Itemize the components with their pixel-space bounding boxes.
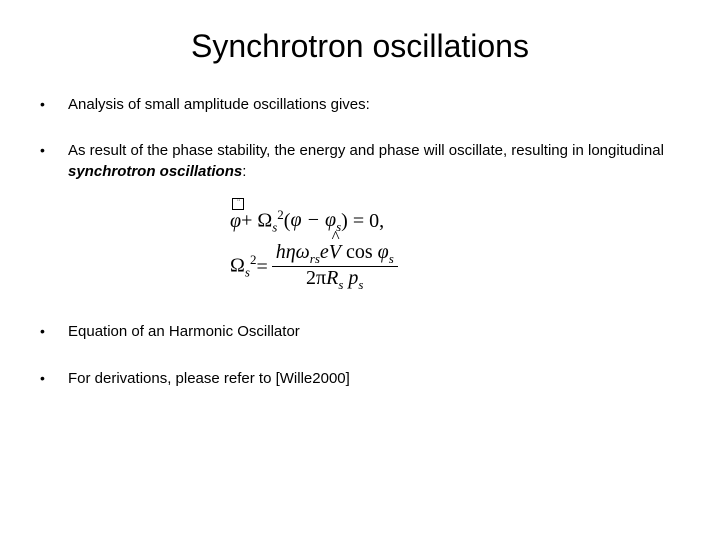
eq-phi: φ — [230, 210, 241, 232]
eq-open: ( — [284, 210, 291, 232]
bullet-2-pre: As result of the phase stability, the en… — [68, 142, 664, 159]
eq-den-R: R — [326, 267, 338, 289]
bullet-item-1: • Analysis of small amplitude oscillatio… — [40, 95, 680, 115]
bullet-dot: • — [40, 95, 68, 114]
bullet-list-lower: • Equation of an Harmonic Oscillator • F… — [40, 322, 680, 389]
bullet-dot: • — [40, 369, 68, 388]
bullet-item-2: • As result of the phase stability, the … — [40, 141, 680, 182]
eq-plus-omega: + Ωs2 — [241, 208, 284, 235]
eq-num-e: e — [320, 241, 329, 263]
equation-line-2: Ωs2 = hηωrseV cos φs 2πRs ps — [230, 241, 490, 293]
eq-den-p: p — [343, 267, 358, 289]
eq-num-cos: cos — [341, 241, 378, 263]
bullet-text-1: Analysis of small amplitude oscillations… — [68, 95, 680, 115]
slide-title: Synchrotron oscillations — [40, 28, 680, 65]
eq-num-V: V — [329, 241, 341, 263]
slide: Synchrotron oscillations • Analysis of s… — [0, 0, 720, 540]
eq-plus: + Ω — [241, 209, 272, 231]
bullet-item-4: • For derivations, please refer to [Will… — [40, 369, 680, 389]
eq-denominator: 2πRs ps — [302, 267, 367, 292]
bullet-dot: • — [40, 322, 68, 341]
bullet-text-2: As result of the phase stability, the en… — [68, 141, 680, 182]
equation-block: ¨ φ + Ωs2 ( φ − φs ) = 0, Ωs2 = hηωrseV … — [230, 208, 490, 293]
bullet-text-3: Equation of an Harmonic Oscillator — [68, 322, 680, 342]
bullet-dot: • — [40, 141, 68, 160]
phi-double-dot: ¨ φ — [230, 210, 241, 232]
eq-equals: = — [256, 256, 267, 278]
eq-num-heta-omega: hηω — [276, 241, 310, 263]
equation-line-1: ¨ φ + Ωs2 ( φ − φs ) = 0, — [230, 208, 490, 235]
bullet-list: • Analysis of small amplitude oscillatio… — [40, 95, 680, 182]
eq-V-hat: V — [329, 241, 341, 263]
eq-Omega: Ω — [230, 255, 245, 277]
eq-phi-minus-phi: φ − φ — [290, 209, 336, 231]
ddot-box-icon: ¨ — [232, 198, 244, 210]
eq-omega-s-sq: Ωs2 — [230, 253, 256, 280]
eq-fraction: hηωrseV cos φs 2πRs ps — [272, 241, 398, 293]
bullet-item-3: • Equation of an Harmonic Oscillator — [40, 322, 680, 342]
eq-num-phi: φ — [378, 241, 389, 263]
eq-num-sub-rs: rs — [310, 251, 320, 266]
eq-den-sub-ps: s — [358, 277, 363, 292]
bullet-2-post: : — [242, 163, 246, 180]
eq-den-2pi: 2π — [306, 267, 326, 289]
eq-num-sub-s: s — [389, 251, 394, 266]
eq-close: ) = 0, — [341, 210, 384, 232]
eq-numerator: hηωrseV cos φs — [272, 241, 398, 267]
bullet-text-4: For derivations, please refer to [Wille2… — [68, 369, 680, 389]
bullet-2-em: synchrotron oscillations — [68, 163, 242, 180]
